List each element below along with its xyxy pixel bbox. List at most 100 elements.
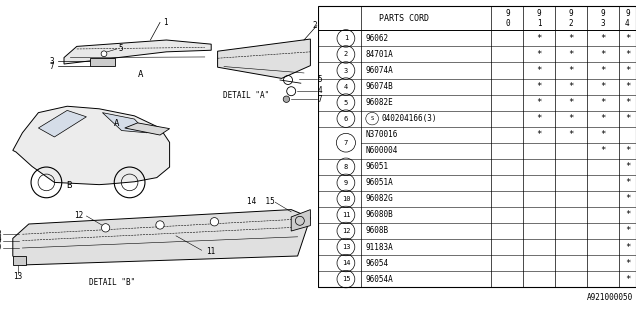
- Text: 96054A: 96054A: [366, 275, 394, 284]
- Text: 4: 4: [317, 86, 322, 95]
- Text: *: *: [568, 82, 573, 91]
- Text: N370016: N370016: [366, 130, 398, 139]
- Text: *: *: [625, 114, 630, 123]
- Text: 12: 12: [74, 211, 83, 220]
- Circle shape: [210, 218, 219, 226]
- Text: 7: 7: [317, 95, 322, 104]
- Text: B: B: [66, 181, 72, 190]
- Text: 13: 13: [13, 272, 23, 281]
- Text: 96051A: 96051A: [366, 178, 394, 187]
- Text: 9
0: 9 0: [505, 9, 509, 28]
- Polygon shape: [218, 39, 310, 78]
- Text: 14  15: 14 15: [247, 197, 275, 206]
- Text: 96082E: 96082E: [366, 98, 394, 107]
- Text: 9: 9: [0, 236, 2, 245]
- Text: *: *: [536, 50, 542, 59]
- Text: 1: 1: [163, 18, 168, 27]
- Text: 2: 2: [344, 52, 348, 58]
- Text: A921000050: A921000050: [587, 293, 633, 302]
- Text: DETAIL "A": DETAIL "A": [223, 91, 269, 100]
- Text: 8: 8: [0, 230, 2, 239]
- Text: 9
4: 9 4: [625, 9, 630, 28]
- Text: 14: 14: [342, 260, 350, 266]
- Text: *: *: [600, 66, 605, 75]
- Text: *: *: [536, 82, 542, 91]
- Text: *: *: [625, 211, 630, 220]
- Text: 5: 5: [118, 44, 123, 53]
- Text: PARTS CORD: PARTS CORD: [379, 14, 429, 23]
- Polygon shape: [64, 40, 211, 64]
- Polygon shape: [291, 210, 310, 231]
- Text: *: *: [625, 162, 630, 171]
- Circle shape: [156, 221, 164, 229]
- Text: *: *: [625, 227, 630, 236]
- Text: *: *: [600, 114, 605, 123]
- Text: *: *: [600, 146, 605, 155]
- Text: *: *: [600, 82, 605, 91]
- Text: 5: 5: [317, 75, 322, 84]
- Text: *: *: [625, 194, 630, 204]
- Text: *: *: [625, 50, 630, 59]
- Polygon shape: [90, 58, 115, 66]
- Text: *: *: [625, 66, 630, 75]
- Polygon shape: [13, 210, 310, 265]
- Text: *: *: [536, 114, 542, 123]
- Text: 96082G: 96082G: [366, 194, 394, 204]
- Polygon shape: [38, 110, 86, 137]
- Text: 10: 10: [0, 244, 2, 252]
- Text: 6: 6: [344, 116, 348, 122]
- Text: *: *: [536, 130, 542, 139]
- Text: 96074B: 96074B: [366, 82, 394, 91]
- Text: A: A: [138, 70, 143, 79]
- Text: 96074A: 96074A: [366, 66, 394, 75]
- Text: S: S: [371, 116, 374, 121]
- Text: *: *: [600, 98, 605, 107]
- Text: *: *: [536, 98, 542, 107]
- Text: 15: 15: [342, 276, 350, 282]
- Text: *: *: [600, 130, 605, 139]
- Text: *: *: [568, 50, 573, 59]
- Text: 2: 2: [312, 21, 317, 30]
- Text: N600004: N600004: [366, 146, 398, 155]
- Text: 1: 1: [344, 36, 348, 41]
- Text: 84701A: 84701A: [366, 50, 394, 59]
- Text: *: *: [568, 130, 573, 139]
- Text: 96062: 96062: [366, 34, 389, 43]
- Text: *: *: [568, 114, 573, 123]
- Text: 11: 11: [206, 247, 216, 256]
- Text: 5: 5: [344, 100, 348, 106]
- Text: 3: 3: [344, 68, 348, 74]
- Text: *: *: [568, 98, 573, 107]
- Text: 9
1: 9 1: [537, 9, 541, 28]
- Text: DETAIL "B": DETAIL "B": [89, 278, 135, 287]
- Polygon shape: [125, 123, 170, 135]
- Text: A: A: [114, 119, 120, 128]
- Text: *: *: [625, 34, 630, 43]
- Text: 13: 13: [342, 244, 350, 250]
- Text: 96051: 96051: [366, 162, 389, 171]
- Text: 12: 12: [342, 228, 350, 234]
- Text: *: *: [625, 146, 630, 155]
- Text: 9
2: 9 2: [569, 9, 573, 28]
- Text: *: *: [625, 243, 630, 252]
- Text: 9608B: 9608B: [366, 227, 389, 236]
- Text: *: *: [625, 259, 630, 268]
- Text: *: *: [600, 50, 605, 59]
- Polygon shape: [13, 106, 170, 185]
- Text: 040204166(3): 040204166(3): [381, 114, 436, 123]
- Text: 9
3: 9 3: [600, 9, 605, 28]
- Polygon shape: [13, 256, 26, 265]
- Text: 9: 9: [344, 180, 348, 186]
- Text: 3: 3: [50, 57, 54, 66]
- Circle shape: [101, 51, 107, 57]
- Text: *: *: [625, 275, 630, 284]
- Text: 91183A: 91183A: [366, 243, 394, 252]
- Text: 8: 8: [344, 164, 348, 170]
- Text: *: *: [536, 34, 542, 43]
- Text: *: *: [625, 178, 630, 187]
- Text: 96080B: 96080B: [366, 211, 394, 220]
- Text: *: *: [536, 66, 542, 75]
- Text: *: *: [600, 34, 605, 43]
- Text: 7: 7: [344, 140, 348, 146]
- Text: 4: 4: [344, 84, 348, 90]
